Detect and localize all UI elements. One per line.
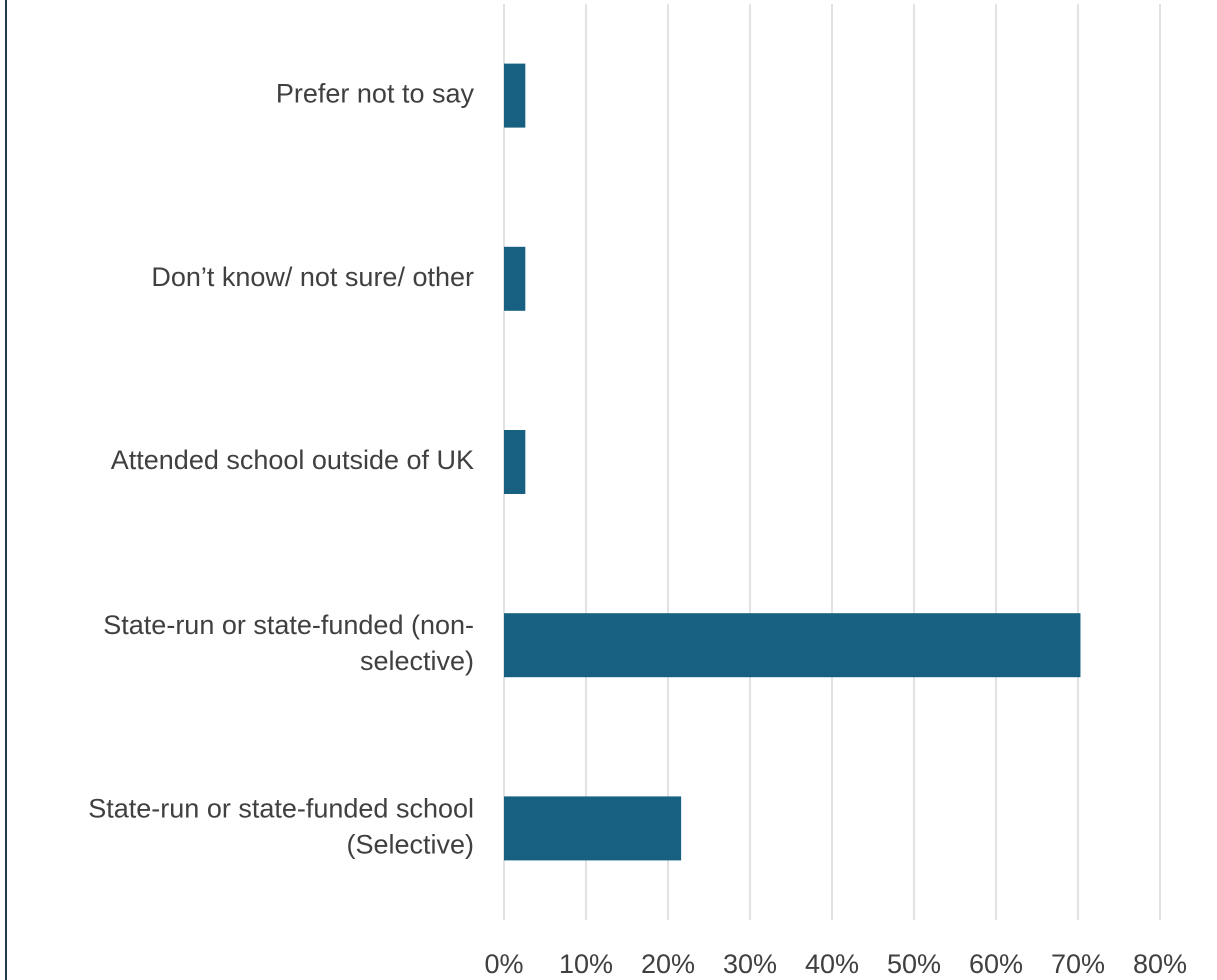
x-tick-label-30: 30% [723,949,777,979]
bar-1 [504,63,526,128]
gridlines [503,4,1161,920]
category-label-2: Don’t know/ not sure/ other [151,262,474,292]
x-tick-label-50: 50% [887,949,941,979]
category-label-line: Prefer not to say [276,79,475,109]
bar-3 [504,430,526,494]
category-labels: Prefer not to say Don’t know/ not sure/ o… [88,79,474,860]
bar-2 [504,246,526,311]
x-tick-label-10: 10% [559,949,613,979]
category-label-line: Attended school outside of UK [111,445,474,475]
x-tick-label-20: 20% [641,949,695,979]
category-label-4: State-run or state-funded (non-selective… [103,610,474,676]
category-label-line: Don’t know/ not sure/ other [151,262,474,292]
x-tick-label-40: 40% [805,949,859,979]
category-label-5: State-run or state-funded school (Selecti… [88,794,474,860]
x-axis-tick-labels: 0% 10% 20% 30% 40% 50% 60% 70% 80% [484,949,1187,979]
category-label-line: State-run or state-funded school [88,794,474,824]
x-tick-label-70: 70% [1051,949,1105,979]
category-label-line: selective) [360,646,474,676]
category-label-1: Prefer not to say [276,79,475,109]
category-label-line: State-run or state-funded (non- [103,610,474,640]
bar-4 [504,613,1081,678]
category-label-3: Attended school outside of UK [111,445,474,475]
bar-5 [504,796,682,861]
x-tick-label-0: 0% [484,949,523,979]
x-tick-label-80: 80% [1133,949,1187,979]
category-label-line: (Selective) [346,830,474,860]
bars [504,63,1081,861]
x-tick-label-60: 60% [969,949,1023,979]
